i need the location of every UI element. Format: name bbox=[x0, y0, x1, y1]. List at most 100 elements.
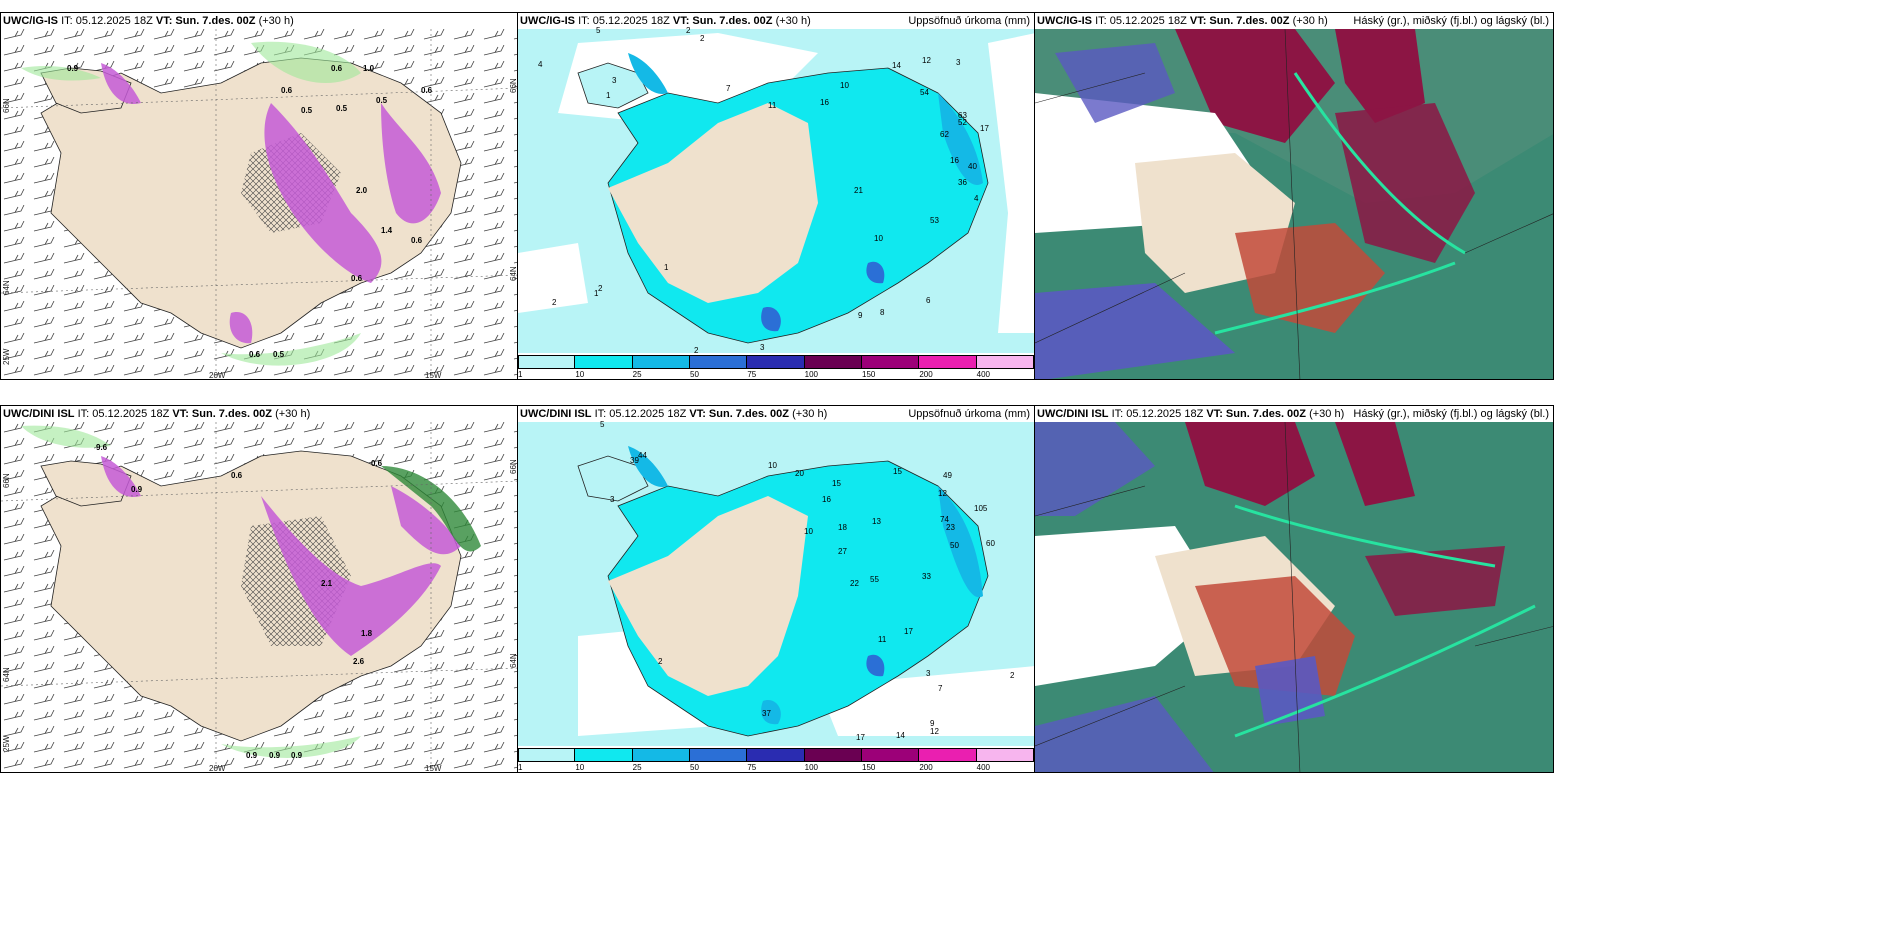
panel-title: UWC/IG-IS IT: 05.12.2025 18Z VT: Sun. 7.… bbox=[1037, 15, 1328, 27]
map-value-label: 49 bbox=[943, 471, 952, 480]
colorbar-swatch bbox=[862, 748, 920, 762]
map-value-label: 23 bbox=[946, 523, 955, 532]
lon-15w-label: 15W bbox=[425, 764, 442, 773]
map-value-label: 11 bbox=[878, 635, 887, 644]
map-value-label: 17 bbox=[980, 124, 989, 133]
colorbar-label: 150 bbox=[862, 370, 876, 379]
map-value-label: 1.8 bbox=[361, 629, 373, 638]
colorbar-swatch bbox=[575, 355, 633, 369]
precip-colorbar: 1 10 25 50 75 100 150 200 400 bbox=[518, 746, 1034, 772]
map-value-label: 1 bbox=[606, 91, 611, 100]
map-iceland-clouds bbox=[1035, 28, 1553, 379]
lat-66n-label: 66N bbox=[2, 98, 11, 113]
lat-66n-label-right: 66N bbox=[509, 78, 518, 93]
colorbar-label: 100 bbox=[804, 370, 819, 379]
map-value-label: 37 bbox=[762, 709, 771, 718]
map-value-label: 3 bbox=[760, 343, 765, 352]
map-value-label: 14 bbox=[896, 731, 905, 740]
colorbar-label: 200 bbox=[919, 370, 933, 379]
map-value-label: 63 bbox=[958, 111, 967, 120]
map-value-label: 10 bbox=[840, 81, 849, 90]
colorbar-label: 100 bbox=[804, 763, 819, 772]
map-value-label: 16 bbox=[950, 156, 959, 165]
map-value-label: 4 bbox=[974, 194, 979, 203]
map-value-label: 0.6 bbox=[249, 350, 261, 359]
map-value-label: 0.6 bbox=[371, 459, 383, 468]
colorbar-label: 50 bbox=[690, 763, 699, 772]
map-value-label: 36 bbox=[958, 178, 967, 187]
map-value-label: 1 bbox=[664, 263, 669, 272]
colorbar-label: 400 bbox=[976, 763, 991, 772]
map-value-label: 53 bbox=[930, 216, 939, 225]
map-value-label: 21 bbox=[854, 186, 863, 195]
map-value-label: 60 bbox=[986, 539, 995, 548]
map-value-label: 2 bbox=[700, 34, 705, 43]
panel-dini-precip: UWC/DINI ISL IT: 05.12.2025 18Z VT: Sun.… bbox=[517, 405, 1035, 773]
map-value-label: 12 bbox=[938, 489, 947, 498]
map-value-label: 12 bbox=[922, 56, 931, 65]
lat-64n-label-right: 64N bbox=[509, 266, 518, 281]
map-value-label: 55 bbox=[870, 575, 879, 584]
map-value-label: 17 bbox=[856, 733, 865, 742]
map-value-label: 9.6 bbox=[96, 443, 108, 452]
panel-dini-clouds: UWC/DINI ISL IT: 05.12.2025 18Z VT: Sun.… bbox=[1034, 405, 1554, 773]
panel-title: UWC/DINI ISL IT: 05.12.2025 18Z VT: Sun.… bbox=[1037, 408, 1345, 420]
map-value-label: 20 bbox=[795, 469, 804, 478]
colorbar-label: 10 bbox=[575, 370, 585, 379]
colorbar-label: 75 bbox=[747, 370, 757, 379]
map-value-label: 22 bbox=[850, 579, 859, 588]
lat-66n-label: 66N bbox=[2, 473, 11, 488]
map-value-label: 10 bbox=[768, 461, 777, 470]
map-iceland-wind-barbs: 9.6 0.6 0.6 0.9 0.9 0.9 0.9 2.1 1.8 2.6 bbox=[1, 422, 517, 772]
map-value-label: 11 bbox=[768, 101, 777, 110]
precip-colorbar: 1 10 25 50 75 100 150 200 400 bbox=[518, 353, 1034, 379]
map-value-label: 0.6 bbox=[331, 64, 343, 73]
map-value-label: 7 bbox=[938, 684, 943, 693]
map-value-label: 4 bbox=[538, 60, 543, 69]
panel-field-title: Háský (gr.), miðský (fj.bl.) og lágský (… bbox=[1353, 15, 1549, 27]
map-value-label: 0.9 bbox=[67, 64, 79, 73]
colorbar-frame bbox=[518, 355, 1034, 369]
lat-64n-label: 64N bbox=[2, 280, 11, 295]
colorbar-label: 1 bbox=[518, 763, 523, 772]
colorbar-label: 400 bbox=[976, 370, 991, 379]
map-value-label: 27 bbox=[838, 547, 847, 556]
panel-field-title: Háský (gr.), miðský (fj.bl.) og lágský (… bbox=[1353, 408, 1549, 420]
panel-title: UWC/DINI ISL IT: 05.12.2025 18Z VT: Sun.… bbox=[520, 408, 828, 420]
map-value-label: 16 bbox=[820, 98, 829, 107]
map-value-label: 15 bbox=[832, 479, 841, 488]
map-value-label: 54 bbox=[920, 88, 929, 97]
map-value-label: 50 bbox=[950, 541, 959, 550]
colorbar-swatch bbox=[575, 748, 633, 762]
map-value-label: 74 bbox=[940, 515, 949, 524]
map-value-label: 0.6 bbox=[411, 236, 423, 245]
map-value-label: 10 bbox=[804, 527, 813, 536]
map-value-label: 0.5 bbox=[336, 104, 348, 113]
map-value-label: 3 bbox=[610, 495, 615, 504]
colorbar-swatch bbox=[747, 748, 805, 762]
map-value-label: 40 bbox=[968, 162, 977, 171]
colorbar-label: 150 bbox=[862, 763, 876, 772]
lon-20w-label: 20W bbox=[209, 764, 226, 773]
map-value-label: 0.5 bbox=[376, 96, 388, 105]
colorbar-swatch bbox=[518, 355, 576, 369]
map-value-label: 6 bbox=[926, 296, 931, 305]
colorbar-label: 75 bbox=[747, 763, 757, 772]
map-value-label: 2.0 bbox=[356, 186, 368, 195]
colorbar-label: 200 bbox=[919, 763, 933, 772]
map-value-label: 17 bbox=[904, 627, 913, 636]
map-value-label: 9 bbox=[930, 719, 935, 728]
lat-64n-label: 64N bbox=[2, 667, 11, 682]
colorbar-label: 1 bbox=[518, 370, 523, 379]
map-value-label: 0.9 bbox=[131, 485, 143, 494]
map-value-label: 2.1 bbox=[321, 579, 333, 588]
lon-25w-label: 25W bbox=[2, 735, 11, 752]
colorbar-swatch bbox=[632, 355, 690, 369]
map-value-label: 13 bbox=[872, 517, 881, 526]
map-value-label: 44 bbox=[638, 451, 647, 460]
colorbar-swatch bbox=[919, 748, 977, 762]
map-value-label: 0.9 bbox=[269, 751, 281, 760]
map-value-label: 39 bbox=[630, 456, 639, 465]
map-value-label: 2 bbox=[694, 346, 699, 353]
